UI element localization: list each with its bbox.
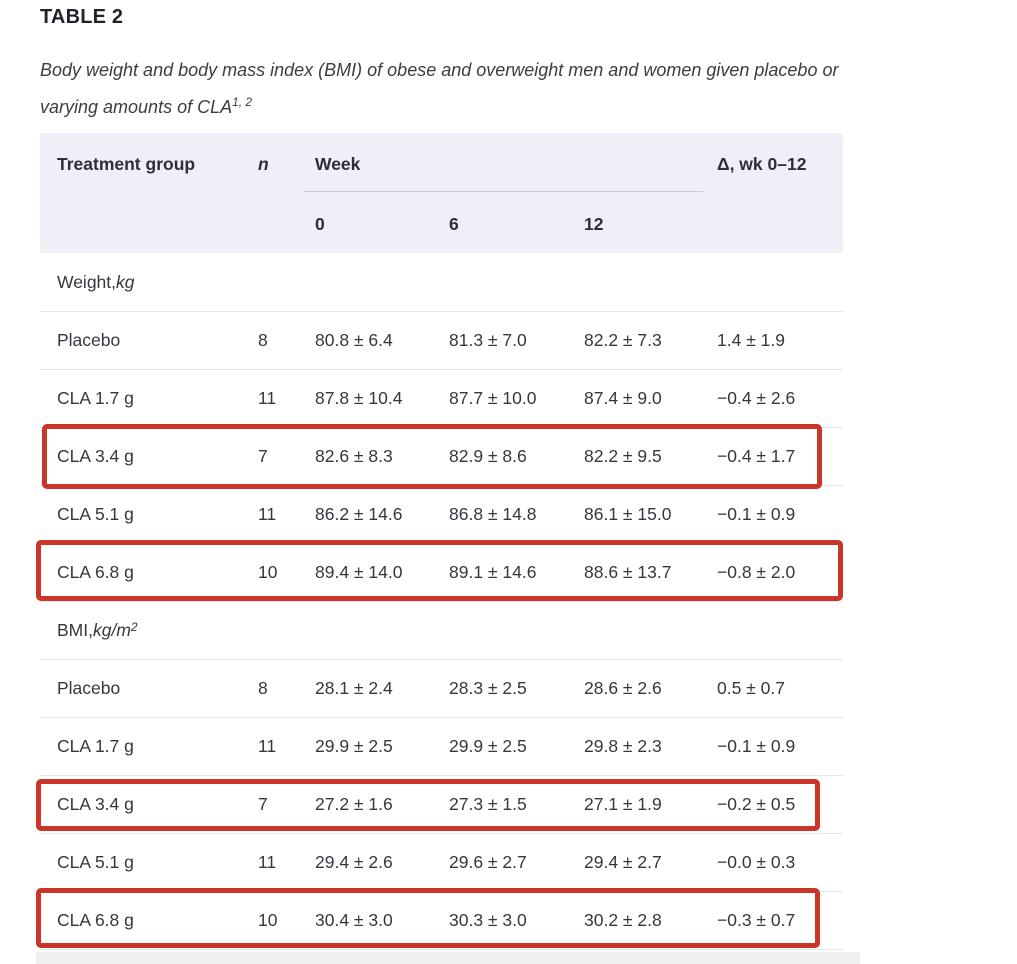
week12-cell: 29.4 ± 2.7 bbox=[584, 852, 662, 872]
table-row-highlighted: CLA 6.8 g 10 89.4 ± 14.0 89.1 ± 14.6 88.… bbox=[40, 543, 843, 601]
table-header-row: Treatment group n Week Δ, wk 0–12 bbox=[40, 133, 843, 195]
treatment-cell: CLA 6.8 g bbox=[57, 910, 134, 930]
section-label: Weight, bbox=[57, 271, 117, 292]
section-label: BMI, bbox=[57, 620, 93, 640]
n-cell: 7 bbox=[258, 446, 268, 466]
week12-cell: 88.6 ± 13.7 bbox=[584, 562, 672, 582]
table-row-highlighted: CLA 3.4 g 7 82.6 ± 8.3 82.9 ± 8.6 82.2 ±… bbox=[40, 427, 843, 485]
section-header-bmi: BMI, kg/m 2 bbox=[40, 601, 843, 659]
section-unit-sup: 2 bbox=[130, 619, 138, 634]
treatment-cell: CLA 3.4 g bbox=[57, 446, 134, 466]
treatment-cell: CLA 5.1 g bbox=[57, 852, 134, 872]
week6-cell: 27.3 ± 1.5 bbox=[449, 794, 527, 814]
delta-cell: −0.4 ± 1.7 bbox=[717, 446, 796, 466]
table-row: Placebo 8 28.1 ± 2.4 28.3 ± 2.5 28.6 ± 2… bbox=[40, 659, 843, 717]
week0-cell: 27.2 ± 1.6 bbox=[315, 794, 393, 814]
table-title: TABLE 2 bbox=[40, 6, 124, 28]
table-row-highlighted: CLA 6.8 g 10 30.4 ± 3.0 30.3 ± 3.0 30.2 … bbox=[40, 891, 843, 949]
table-header-band bbox=[40, 133, 843, 253]
treatment-cell: CLA 5.1 g bbox=[57, 504, 134, 524]
table-row: CLA 1.7 g 11 29.9 ± 2.5 29.9 ± 2.5 29.8 … bbox=[40, 717, 843, 775]
delta-cell: 1.4 ± 1.9 bbox=[717, 330, 785, 350]
table-row: CLA 5.1 g 11 29.4 ± 2.6 29.6 ± 2.7 29.4 … bbox=[40, 833, 843, 891]
week12-cell: 87.4 ± 9.0 bbox=[584, 388, 662, 408]
n-cell: 10 bbox=[258, 910, 278, 930]
data-table: Treatment group n Week Δ, wk 0–12 0 6 12… bbox=[36, 133, 843, 950]
table-row: CLA 1.7 g 11 87.8 ± 10.4 87.7 ± 10.0 87.… bbox=[40, 369, 843, 427]
week-tick-6: 6 bbox=[449, 213, 459, 234]
week6-cell: 87.7 ± 10.0 bbox=[449, 388, 537, 408]
week6-cell: 82.9 ± 8.6 bbox=[449, 446, 527, 466]
n-cell: 11 bbox=[258, 736, 277, 756]
n-cell: 8 bbox=[258, 330, 268, 350]
week12-cell: 82.2 ± 7.3 bbox=[584, 330, 662, 350]
week0-cell: 29.4 ± 2.6 bbox=[315, 852, 393, 872]
week0-cell: 87.8 ± 10.4 bbox=[315, 388, 403, 408]
n-cell: 11 bbox=[258, 852, 277, 872]
week12-cell: 82.2 ± 9.5 bbox=[584, 446, 662, 466]
treatment-cell: Placebo bbox=[57, 330, 121, 350]
table-bottom-rule bbox=[40, 949, 843, 950]
week0-cell: 82.6 ± 8.3 bbox=[315, 446, 393, 466]
section-unit: kg bbox=[116, 271, 135, 292]
n-cell: 11 bbox=[258, 388, 277, 408]
treatment-cell: Placebo bbox=[57, 678, 121, 698]
delta-cell: 0.5 ± 0.7 bbox=[717, 678, 785, 698]
delta-cell: −0.0 ± 0.3 bbox=[717, 852, 796, 872]
delta-cell: −0.4 ± 2.6 bbox=[717, 388, 796, 408]
week6-cell: 81.3 ± 7.0 bbox=[449, 330, 527, 350]
delta-cell: −0.8 ± 2.0 bbox=[717, 562, 796, 582]
table-caption: Body weight and body mass index (BMI) of… bbox=[40, 54, 980, 123]
week6-cell: 29.6 ± 2.7 bbox=[449, 852, 527, 872]
caption-line2: varying amounts of CLA bbox=[40, 97, 233, 117]
delta-cell: −0.1 ± 0.9 bbox=[717, 504, 796, 524]
col-header-delta: Δ, wk 0–12 bbox=[717, 153, 807, 174]
week12-cell: 86.1 ± 15.0 bbox=[584, 504, 672, 524]
week6-cell: 30.3 ± 3.0 bbox=[449, 910, 527, 930]
caption-footnote-marker: 1, 2 bbox=[232, 95, 253, 109]
caption-line1: Body weight and body mass index (BMI) of… bbox=[40, 60, 839, 80]
section-header-weight: Weight, kg bbox=[40, 253, 843, 311]
n-cell: 8 bbox=[258, 678, 268, 698]
week6-cell: 29.9 ± 2.5 bbox=[449, 736, 527, 756]
week0-cell: 86.2 ± 14.6 bbox=[315, 504, 403, 524]
week-tick-12: 12 bbox=[584, 213, 604, 234]
week0-cell: 80.8 ± 6.4 bbox=[315, 330, 393, 350]
delta-cell: −0.3 ± 0.7 bbox=[717, 910, 796, 930]
week6-cell: 89.1 ± 14.6 bbox=[449, 562, 537, 582]
col-header-treatment-group: Treatment group bbox=[57, 153, 196, 174]
delta-cell: −0.2 ± 0.5 bbox=[717, 794, 796, 814]
treatment-cell: CLA 1.7 g bbox=[57, 388, 134, 408]
week0-cell: 29.9 ± 2.5 bbox=[315, 736, 393, 756]
section-unit: kg/m bbox=[92, 620, 131, 640]
table-row: CLA 5.1 g 11 86.2 ± 14.6 86.8 ± 14.8 86.… bbox=[40, 485, 843, 543]
week12-cell: 28.6 ± 2.6 bbox=[584, 678, 662, 698]
week12-cell: 30.2 ± 2.8 bbox=[584, 910, 662, 930]
week12-cell: 27.1 ± 1.9 bbox=[584, 794, 662, 814]
n-cell: 11 bbox=[258, 504, 277, 524]
week-tick-0: 0 bbox=[315, 213, 325, 234]
n-cell: 10 bbox=[258, 562, 278, 582]
col-header-n: n bbox=[258, 153, 269, 174]
week0-cell: 30.4 ± 3.0 bbox=[315, 910, 393, 930]
delta-cell: −0.1 ± 0.9 bbox=[717, 736, 796, 756]
week-span-underline bbox=[303, 191, 703, 192]
week0-cell: 28.1 ± 2.4 bbox=[315, 678, 393, 698]
page-bottom-strip bbox=[36, 952, 860, 964]
week6-cell: 86.8 ± 14.8 bbox=[449, 504, 537, 524]
week12-cell: 29.8 ± 2.3 bbox=[584, 736, 662, 756]
n-cell: 7 bbox=[258, 794, 268, 814]
treatment-cell: CLA 1.7 g bbox=[57, 736, 134, 756]
week6-cell: 28.3 ± 2.5 bbox=[449, 678, 527, 698]
table-subheader-row: 0 6 12 bbox=[40, 195, 843, 253]
table-row-highlighted: CLA 3.4 g 7 27.2 ± 1.6 27.3 ± 1.5 27.1 ±… bbox=[40, 775, 843, 833]
table-row: Placebo 8 80.8 ± 6.4 81.3 ± 7.0 82.2 ± 7… bbox=[40, 311, 843, 369]
week0-cell: 89.4 ± 14.0 bbox=[315, 562, 403, 582]
treatment-cell: CLA 6.8 g bbox=[57, 562, 134, 582]
table-body: Weight, kg Placebo 8 80.8 ± 6.4 81.3 ± 7… bbox=[40, 253, 843, 949]
col-header-week: Week bbox=[315, 153, 361, 174]
treatment-cell: CLA 3.4 g bbox=[57, 794, 134, 814]
